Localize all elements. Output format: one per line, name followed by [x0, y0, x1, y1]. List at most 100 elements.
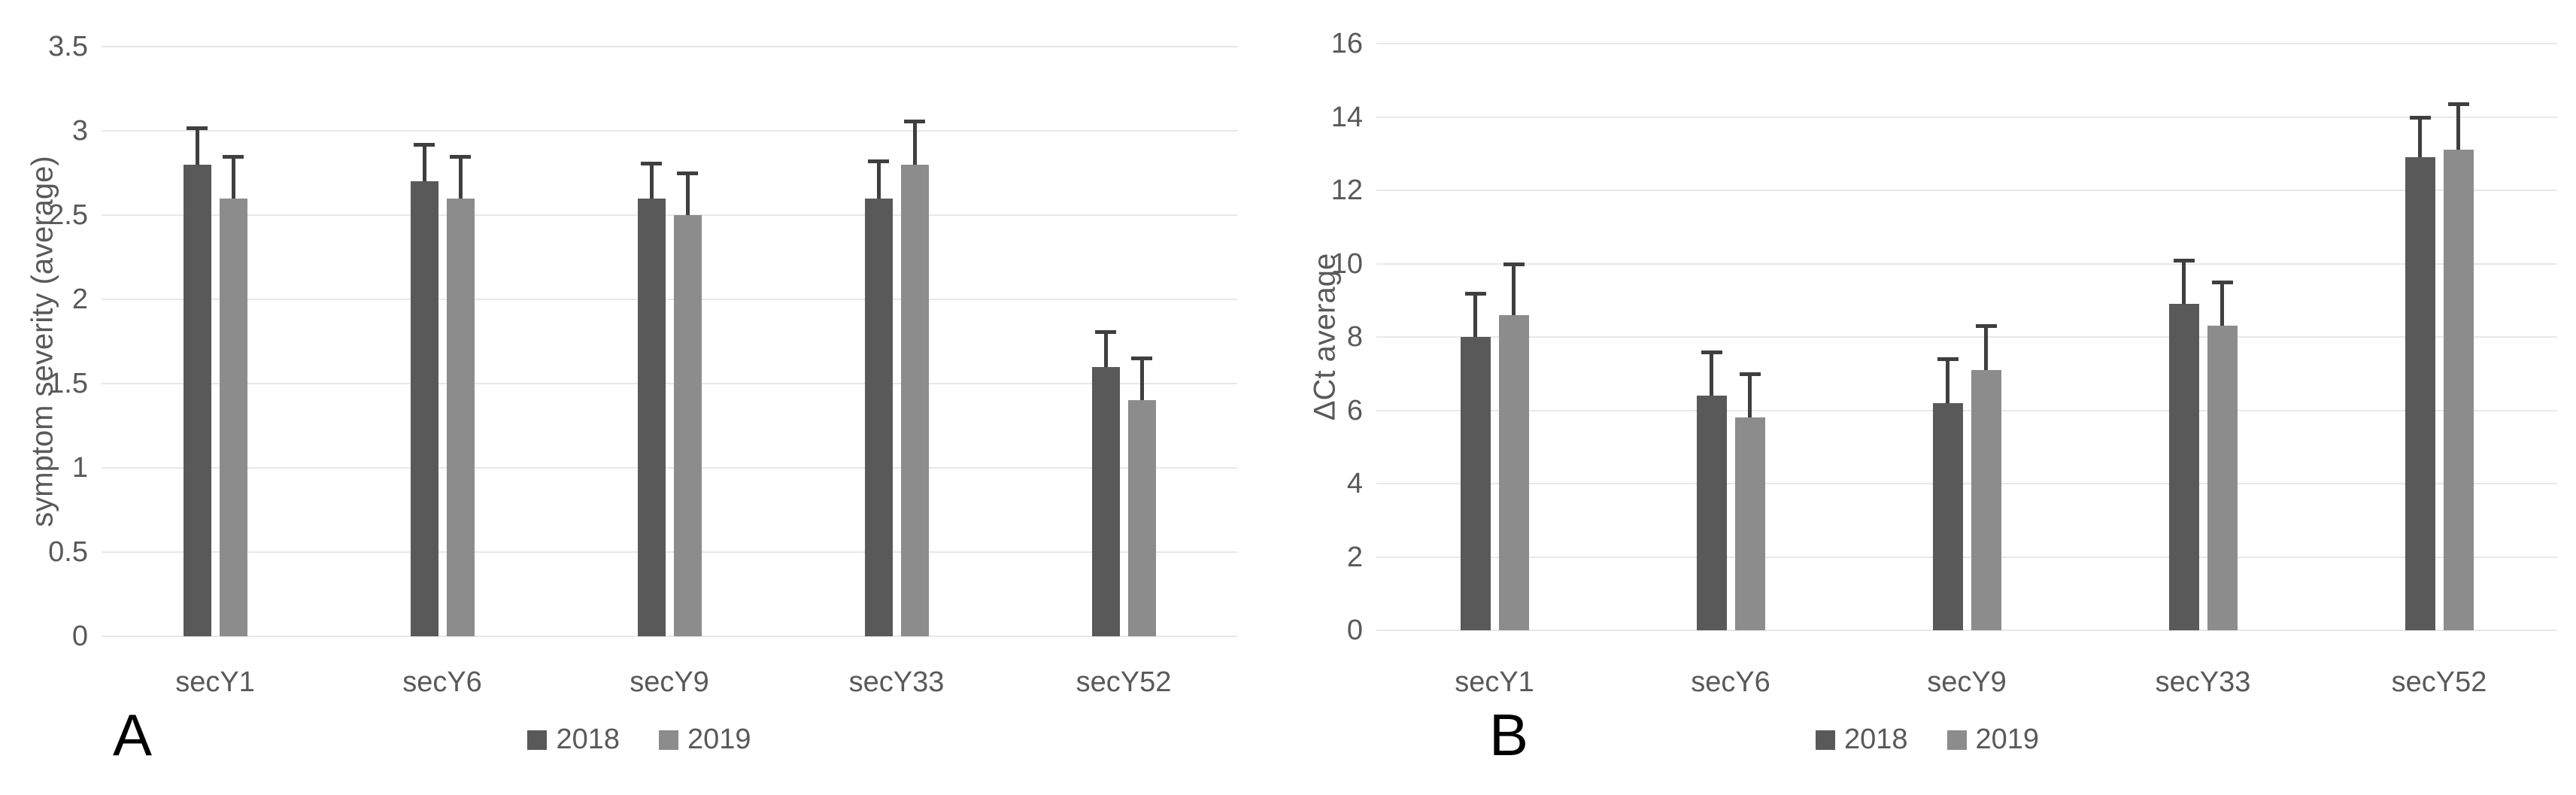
error-bar-cap-secY33-2018 — [868, 159, 889, 164]
error-bar-secY33-2019 — [912, 120, 917, 165]
error-bar-cap-secY6-2018 — [1701, 350, 1722, 354]
y-tick-label: 2 — [71, 284, 88, 315]
gridline-y-4 — [1376, 483, 2557, 484]
legend-label: 2018 — [556, 724, 620, 755]
bar-secY52-2019 — [2443, 150, 2474, 630]
error-bar-secY1-2018 — [1473, 293, 1477, 337]
legend-label: 2018 — [1843, 724, 1908, 755]
error-bar-cap-secY52-2019 — [1131, 357, 1152, 361]
error-bar-secY9-2019 — [685, 173, 690, 215]
legend-swatch-icon — [659, 730, 678, 750]
gridline-y-0 — [102, 636, 1237, 637]
bar-secY1-2019 — [1498, 314, 1529, 630]
bar-secY9-2018 — [1932, 402, 1963, 630]
error-bar-cap-secY52-2019 — [2447, 102, 2469, 107]
error-bar-secY6-2018 — [1710, 351, 1713, 396]
gridline-y-8 — [1376, 336, 2557, 338]
legend-a: 2018 2019 — [0, 724, 1279, 756]
error-bar-secY52-2019 — [2456, 104, 2460, 150]
error-bar-secY33-2019 — [2220, 281, 2224, 326]
bar-secY6-2018 — [410, 181, 438, 636]
error-bar-cap-secY9-2018 — [1937, 357, 1959, 362]
error-bar-secY1-2019 — [231, 156, 235, 199]
y-tick-label: 12 — [1330, 174, 1363, 206]
x-category-label-secY6: secY6 — [1691, 666, 1770, 698]
x-category-label-secY9: secY9 — [1927, 666, 2007, 698]
error-bar-secY9-2018 — [1946, 359, 1949, 403]
error-bar-secY52-2018 — [2418, 117, 2422, 158]
bar-secY52-2018 — [2405, 157, 2435, 630]
y-tick-label: 6 — [1346, 394, 1363, 426]
legend-swatch-icon — [527, 730, 548, 750]
panel-letter-a: A — [113, 702, 153, 768]
bar-secY9-2018 — [637, 198, 666, 636]
error-bar-cap-secY6-2019 — [450, 154, 471, 159]
error-bar-cap-secY52-2018 — [2409, 115, 2431, 120]
legend-item-2018: 2018 — [1815, 724, 1908, 756]
legend-label: 2019 — [687, 724, 751, 755]
gridline-y-0.5 — [102, 551, 1237, 553]
gridline-y-12 — [1376, 190, 2557, 191]
error-bar-cap-secY9-2018 — [641, 161, 662, 165]
x-category-label-secY52: secY52 — [2391, 666, 2487, 698]
bar-secY33-2019 — [900, 164, 929, 636]
error-bar-secY1-2019 — [1512, 263, 1516, 315]
x-category-label-secY6: secY6 — [402, 666, 482, 698]
legend-swatch-icon — [1946, 730, 1967, 750]
error-bar-secY6-2019 — [1748, 373, 1752, 418]
y-tick-label: 2.5 — [48, 199, 88, 231]
bar-secY52-2019 — [1127, 400, 1156, 636]
gridline-y-1 — [102, 467, 1237, 469]
gridline-y-3.5 — [102, 46, 1237, 47]
error-bar-cap-secY9-2019 — [1975, 324, 1997, 329]
gridline-y-2 — [102, 299, 1237, 300]
y-tick-label: 2 — [1346, 541, 1363, 573]
error-bar-secY1-2018 — [195, 127, 199, 165]
y-tick-label: 1.5 — [48, 368, 88, 399]
bar-secY1-2019 — [219, 198, 247, 636]
bar-secY33-2018 — [2168, 304, 2199, 630]
gridline-y-3 — [102, 130, 1237, 132]
y-tick-label: 0.5 — [48, 536, 88, 568]
error-bar-secY33-2018 — [876, 161, 881, 199]
error-bar-cap-secY33-2018 — [2173, 258, 2195, 262]
gridline-y-14 — [1376, 116, 2557, 118]
error-bar-secY6-2018 — [422, 144, 426, 182]
bar-secY6-2018 — [1696, 396, 1727, 630]
y-tick-label: 14 — [1330, 101, 1363, 133]
gridline-y-2.5 — [102, 214, 1237, 216]
x-category-label-secY33: secY33 — [2155, 666, 2251, 698]
error-bar-cap-secY1-2019 — [223, 154, 244, 159]
error-bar-secY9-2018 — [649, 162, 654, 199]
error-bar-cap-secY6-2018 — [414, 142, 435, 147]
y-tick-label: 0 — [71, 621, 88, 652]
error-bar-cap-secY1-2019 — [1503, 262, 1525, 266]
y-tick-label: 10 — [1330, 247, 1363, 280]
legend-swatch-icon — [1815, 730, 1835, 750]
panel-b: ΔCt average B 2018 2019 0 2 4 6 8 10 12 14 16 secY… — [1279, 0, 2576, 795]
x-category-label-secY9: secY9 — [630, 666, 709, 698]
plot-area-b — [1376, 43, 2557, 631]
gridline-y-1.5 — [102, 383, 1237, 384]
y-tick-label: 0 — [1346, 614, 1363, 646]
panel-letter-b: B — [1489, 702, 1529, 768]
error-bar-cap-secY33-2019 — [904, 119, 925, 123]
gridline-y-16 — [1376, 43, 2557, 44]
y-tick-label: 1 — [71, 452, 88, 484]
error-bar-cap-secY33-2019 — [2211, 280, 2233, 284]
bar-secY6-2019 — [1734, 417, 1765, 630]
y-tick-label: 4 — [1346, 468, 1363, 499]
error-bar-secY33-2018 — [2182, 259, 2186, 305]
bar-secY9-2019 — [673, 215, 702, 636]
legend-item-2019: 2019 — [659, 724, 751, 756]
bar-secY33-2018 — [864, 198, 893, 636]
x-category-label-secY1: secY1 — [1455, 666, 1534, 698]
error-bar-cap-secY1-2018 — [1464, 291, 1486, 296]
error-bar-cap-secY52-2018 — [1095, 329, 1116, 334]
bar-secY52-2018 — [1091, 366, 1120, 636]
error-bar-secY52-2019 — [1139, 358, 1144, 401]
legend-label: 2019 — [1975, 724, 2040, 755]
error-bar-cap-secY9-2019 — [677, 171, 698, 175]
